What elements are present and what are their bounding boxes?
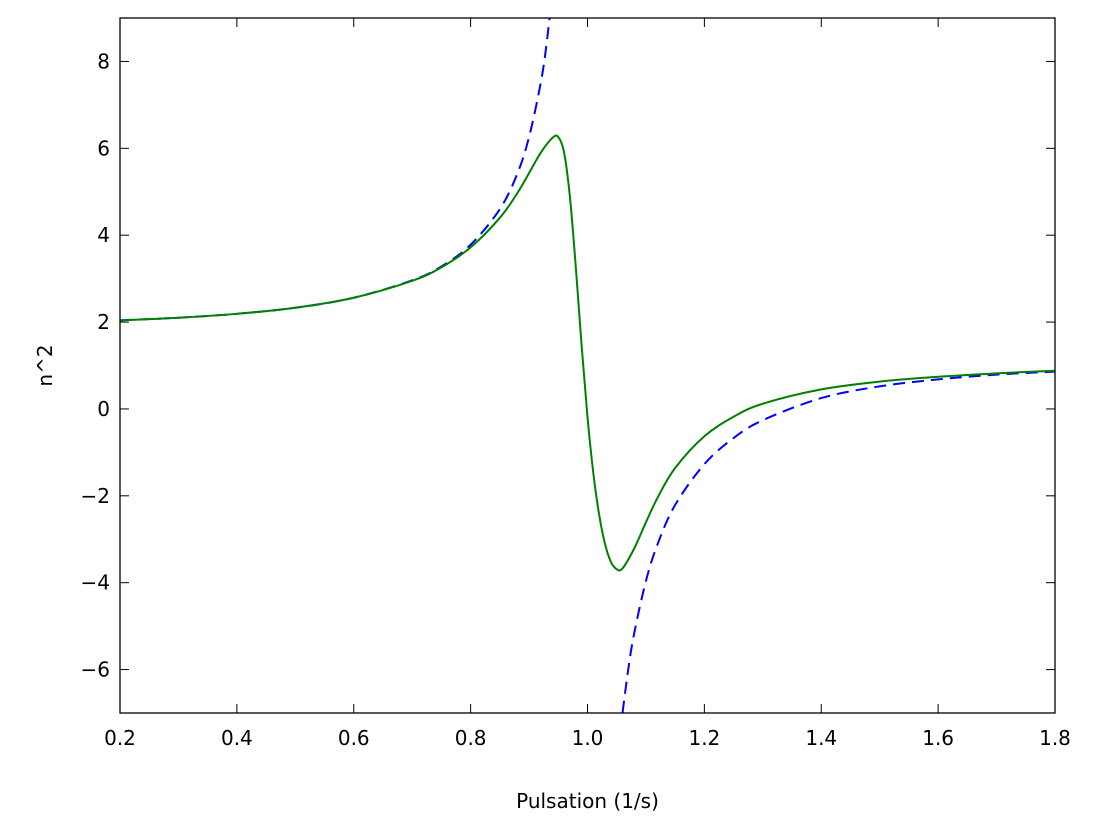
series-1-line [120,134,1055,572]
x-tick-label: 1.4 [805,726,837,750]
y-tick-label: −2 [81,484,110,508]
x-tick-label: 0.4 [221,726,253,750]
y-tick-label: 8 [97,49,110,73]
y-tick-label: −4 [81,571,110,595]
y-tick-label: 4 [97,223,110,247]
y-tick-label: −6 [81,658,110,682]
x-tick-label: 1.0 [572,726,604,750]
x-tick-label: 1.2 [688,726,720,750]
x-tick-label: 0.2 [104,726,136,750]
x-axis-label: Pulsation (1/s) [516,789,659,813]
plot-background [120,18,1055,713]
y-axis-label: n^2 [33,344,57,386]
y-tick-label: 2 [97,310,110,334]
series-layer [120,18,1055,713]
x-tick-label: 0.6 [338,726,370,750]
y-tick-label: 0 [97,397,110,421]
series-0-line-segment-1 [621,370,1055,713]
y-tick-label: 6 [97,136,110,160]
x-tick-label: 1.6 [922,726,954,750]
x-tick-label: 1.8 [1039,726,1071,750]
x-tick-label: 0.8 [455,726,487,750]
plot-frame [119,17,1056,714]
ticks-layer: 0.2 0.4 0.6 0.8 1.0 1.2 1.4 1.6 1.8 −6 −4 −2 0 2 4 6 8 [81,18,1071,750]
